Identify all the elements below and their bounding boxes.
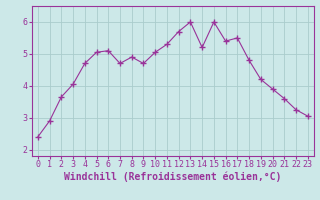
X-axis label: Windchill (Refroidissement éolien,°C): Windchill (Refroidissement éolien,°C)	[64, 172, 282, 182]
